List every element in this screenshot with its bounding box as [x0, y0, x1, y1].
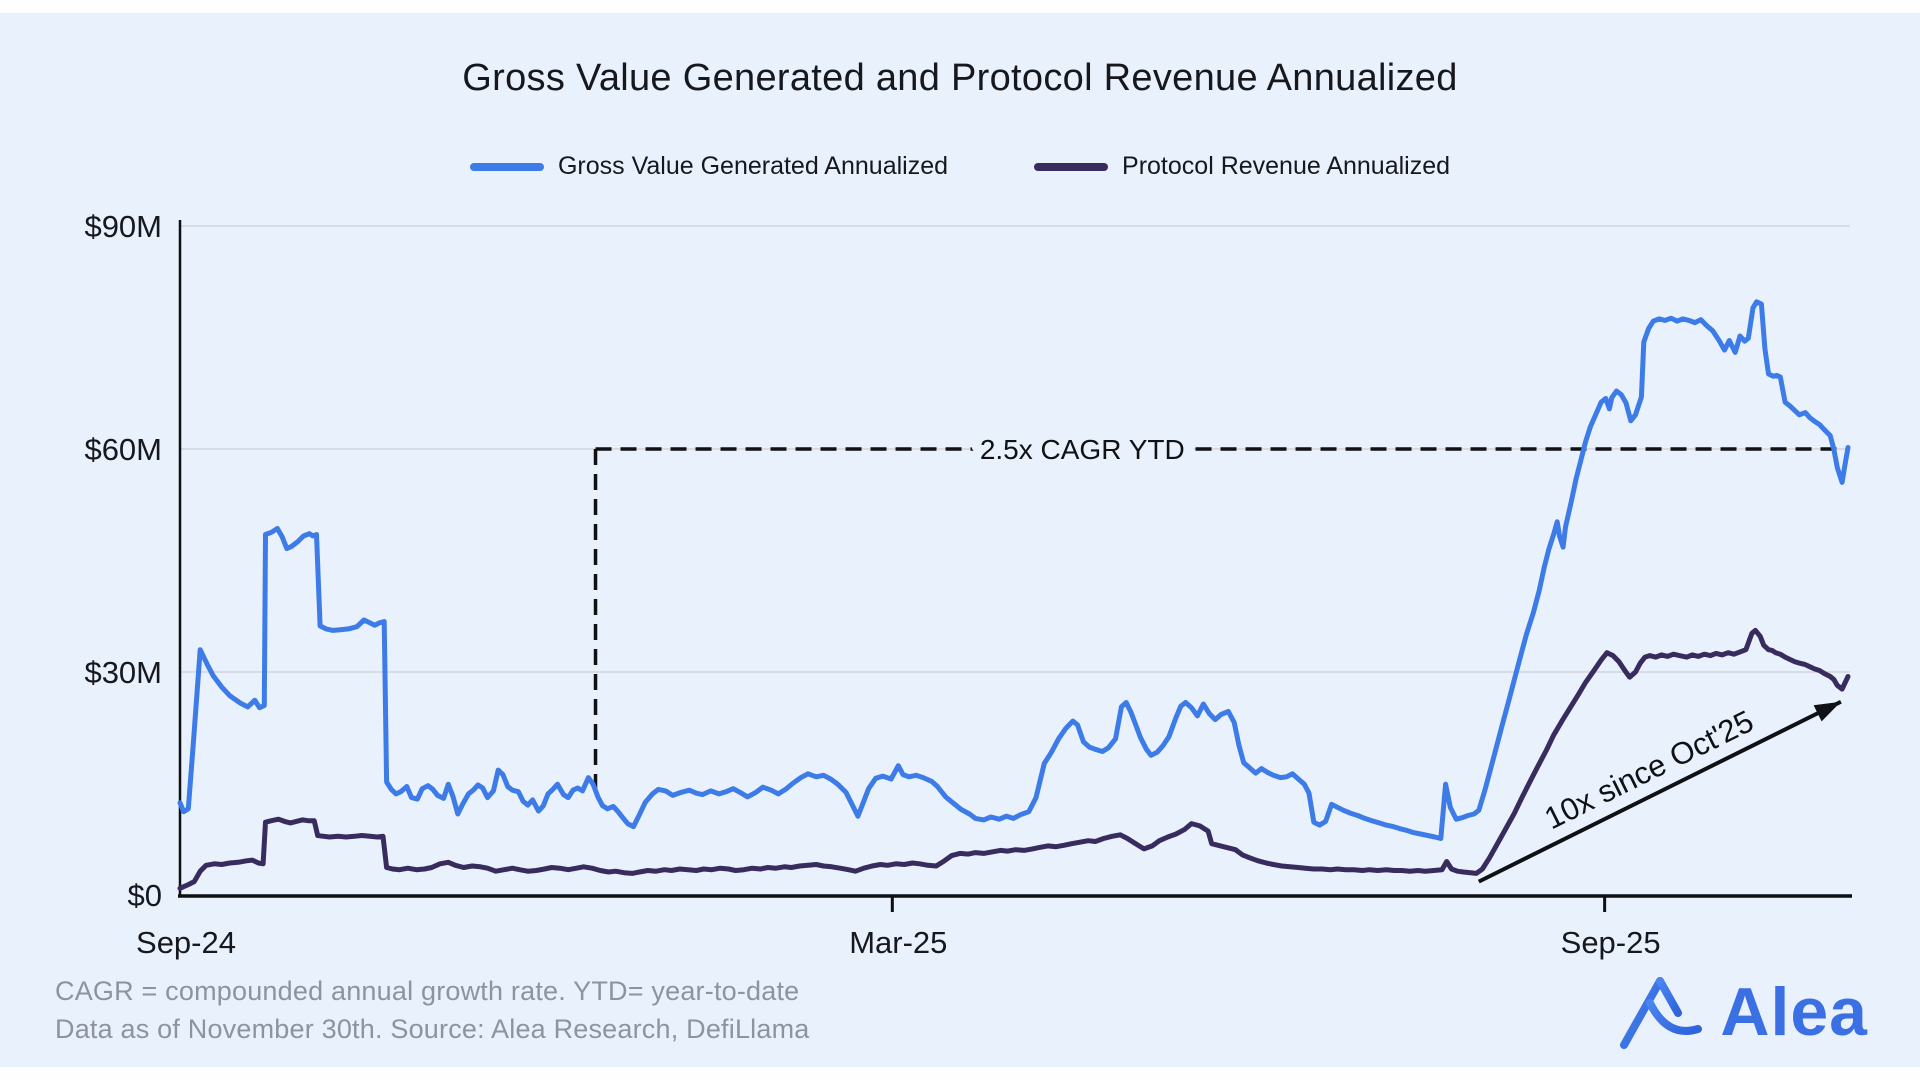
y-axis-label-$30M: $30M	[84, 655, 162, 690]
cagr-annotation-label: 2.5x CAGR YTD	[980, 434, 1185, 465]
alea-logomark-icon	[1620, 977, 1703, 1049]
x-axis-label-Sep-24: Sep-24	[136, 925, 236, 960]
legend-label-gross-value: Gross Value Generated Annualized	[557, 152, 949, 180]
alea-logo: Alea	[1616, 975, 1868, 1049]
legend-swatch-blue-icon	[469, 162, 544, 171]
tenx-arrowhead-icon	[1813, 701, 1841, 722]
x-axis-label-Mar-25: Mar-25	[849, 925, 947, 960]
tenx-arrow-line	[1477, 699, 1842, 884]
series-protocol-revenue	[177, 627, 1851, 891]
footnote-line-2: Data as of November 30th. Source: Alea R…	[55, 1014, 810, 1044]
series-gross-value-generated	[177, 299, 1851, 841]
page-title: Gross Value Generated and Protocol Reven…	[462, 57, 1458, 99]
footnote: CAGR = compounded annual growth rate. YT…	[55, 972, 809, 1048]
tenx-annotation-label: 10x since Oct'25	[1539, 703, 1759, 836]
chart-legend: Gross Value Generated Annualized Protoco…	[0, 152, 1920, 181]
footnote-line-1: CAGR = compounded annual growth rate. YT…	[55, 976, 800, 1006]
alea-logo-text: Alea	[1720, 974, 1868, 1050]
x-axis-label-Sep-25: Sep-25	[1561, 925, 1661, 960]
legend-item-protocol-revenue: Protocol Revenue Annualized	[1034, 152, 1450, 181]
legend-label-protocol-revenue: Protocol Revenue Annualized	[1122, 152, 1451, 180]
y-axis-label-$0: $0	[128, 878, 162, 913]
legend-item-gross-value: Gross Value Generated Annualized	[469, 152, 949, 181]
bottom-white-band	[0, 1067, 1920, 1080]
y-axis-label-$60M: $60M	[84, 432, 162, 467]
y-axis-label-$90M: $90M	[84, 209, 162, 244]
legend-swatch-purple-icon	[1034, 162, 1109, 171]
top-white-band	[0, 0, 1920, 13]
